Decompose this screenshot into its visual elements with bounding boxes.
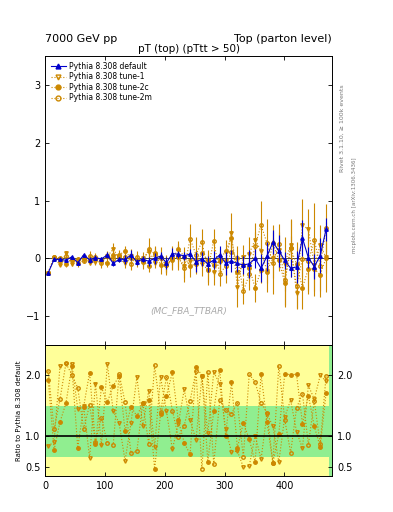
Text: mcplots.cern.ch [arXiv:1306.3436]: mcplots.cern.ch [arXiv:1306.3436] — [352, 157, 357, 252]
Legend: Pythia 8.308 default, Pythia 8.308 tune-1, Pythia 8.308 tune-2c, Pythia 8.308 tu: Pythia 8.308 default, Pythia 8.308 tune-… — [49, 60, 153, 104]
Title: pT (top) (pTtt > 50): pT (top) (pTtt > 50) — [138, 44, 240, 54]
Text: 7000 GeV pp: 7000 GeV pp — [45, 33, 118, 44]
Text: (MC_FBA_TTBAR): (MC_FBA_TTBAR) — [150, 306, 227, 315]
Y-axis label: Ratio to Pythia 8.308 default: Ratio to Pythia 8.308 default — [16, 360, 22, 461]
Text: Rivet 3.1.10, ≥ 100k events: Rivet 3.1.10, ≥ 100k events — [340, 84, 345, 172]
Text: Top (parton level): Top (parton level) — [234, 33, 332, 44]
